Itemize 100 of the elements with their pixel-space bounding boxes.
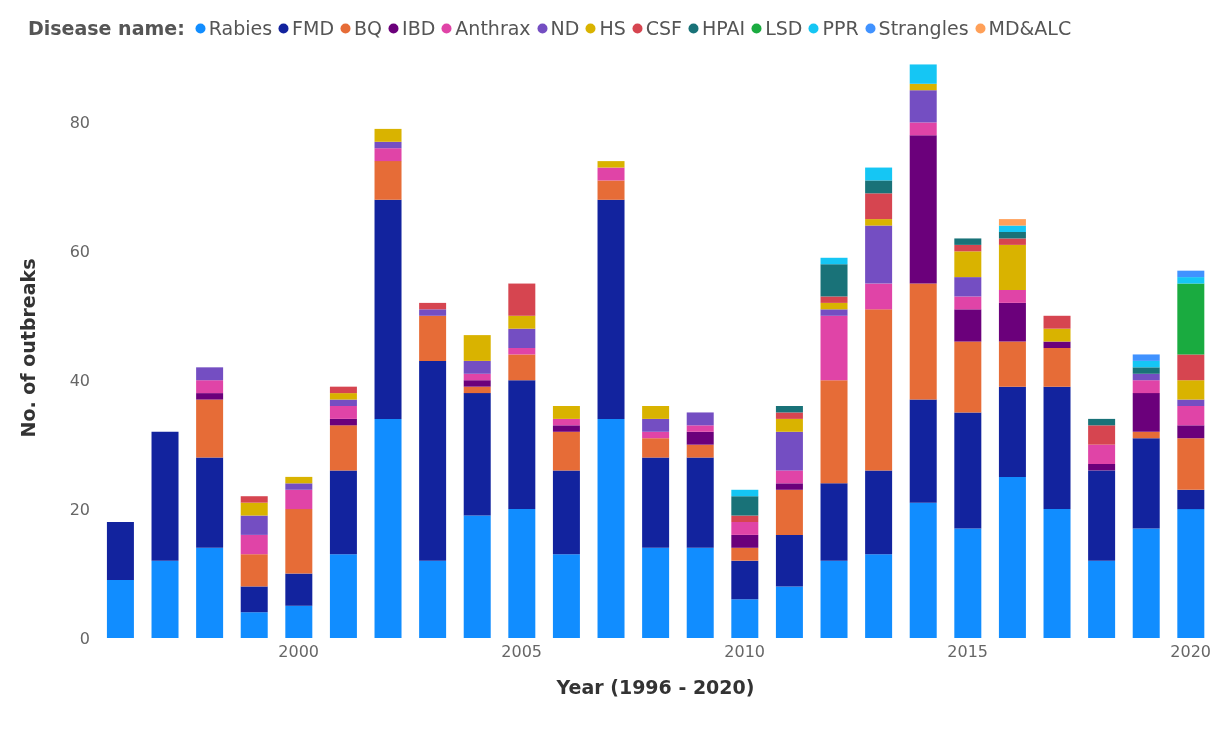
bar <box>775 431 803 471</box>
bar <box>1177 406 1205 426</box>
legend-title: Disease name: <box>28 17 185 39</box>
bar <box>1177 489 1205 510</box>
bar <box>419 560 447 638</box>
bar <box>196 457 224 548</box>
bar <box>775 406 803 413</box>
bar <box>998 225 1026 232</box>
legend-label: FMD <box>292 17 335 39</box>
bar <box>820 315 848 381</box>
bar <box>240 554 268 587</box>
bar <box>642 438 670 458</box>
bar <box>1088 444 1116 464</box>
x-axis-title: Year (1996 - 2020) <box>555 676 755 698</box>
bar <box>775 534 803 587</box>
bar <box>196 367 224 381</box>
bar <box>865 309 893 471</box>
y-tick-label: 0 <box>79 628 90 648</box>
bar <box>508 283 536 316</box>
bar <box>1132 431 1160 439</box>
bar <box>775 489 803 535</box>
bar <box>909 135 937 284</box>
bar <box>329 425 357 471</box>
bar <box>196 393 224 400</box>
bar <box>909 399 937 503</box>
bar <box>909 122 937 136</box>
bar <box>1043 328 1071 342</box>
y-tick-label: 20 <box>69 499 90 519</box>
bar <box>1043 348 1071 387</box>
bar <box>998 386 1026 477</box>
bar <box>998 219 1026 226</box>
bar <box>1177 283 1205 355</box>
bar <box>642 547 670 638</box>
legend-label: MD&ALC <box>988 17 1072 39</box>
bar <box>240 515 268 535</box>
bar <box>820 257 848 265</box>
bar <box>642 406 670 419</box>
x-tick-label: 2020 <box>1170 642 1212 662</box>
y-tick-label: 80 <box>69 113 90 133</box>
bar <box>731 534 759 548</box>
bar <box>865 554 893 638</box>
bar <box>686 412 714 426</box>
bar <box>820 302 848 310</box>
bar <box>1132 367 1160 374</box>
bar <box>1177 277 1205 284</box>
legend-label: HS <box>599 17 626 39</box>
bar <box>1088 418 1116 426</box>
bar <box>329 386 357 394</box>
bar <box>820 560 848 638</box>
bar <box>1088 464 1116 471</box>
bar <box>1043 341 1071 348</box>
bar <box>1043 509 1071 638</box>
bar <box>954 238 982 245</box>
bar <box>552 418 580 426</box>
bar <box>329 399 357 406</box>
bar <box>597 180 625 200</box>
bar <box>775 586 803 638</box>
bar <box>686 444 714 458</box>
bar <box>1177 399 1205 406</box>
bar <box>820 264 848 297</box>
bar <box>731 522 759 535</box>
bar <box>954 277 982 297</box>
bar <box>865 193 893 220</box>
bar <box>329 470 357 555</box>
legend-label: ND <box>550 17 580 39</box>
bar <box>1132 438 1160 529</box>
legend-label: HPAI <box>702 17 746 39</box>
x-tick-label: 2015 <box>947 642 989 662</box>
bar <box>285 489 313 510</box>
bar <box>731 496 759 516</box>
bar <box>820 380 848 484</box>
bar <box>731 560 759 600</box>
bar <box>329 554 357 638</box>
bar <box>285 605 313 638</box>
bar <box>1177 270 1205 278</box>
bar <box>552 406 580 419</box>
bar <box>151 560 179 638</box>
bar <box>597 167 625 181</box>
bar <box>508 348 536 355</box>
bar <box>106 580 134 638</box>
bar <box>865 283 893 310</box>
y-tick-label: 40 <box>69 370 90 390</box>
bar <box>1132 360 1160 368</box>
legend-label: Rabies <box>208 17 273 39</box>
bar <box>775 470 803 484</box>
bar <box>686 547 714 638</box>
bar <box>463 335 491 361</box>
bar <box>508 509 536 638</box>
bar <box>998 476 1026 638</box>
bar <box>731 547 759 561</box>
bar <box>552 425 580 432</box>
bar <box>419 302 447 310</box>
bar <box>731 515 759 522</box>
bar <box>954 412 982 529</box>
bar <box>285 573 313 606</box>
bar <box>196 380 224 394</box>
bar <box>865 167 893 181</box>
bar <box>865 470 893 555</box>
bar <box>463 373 491 381</box>
bar <box>285 509 313 574</box>
